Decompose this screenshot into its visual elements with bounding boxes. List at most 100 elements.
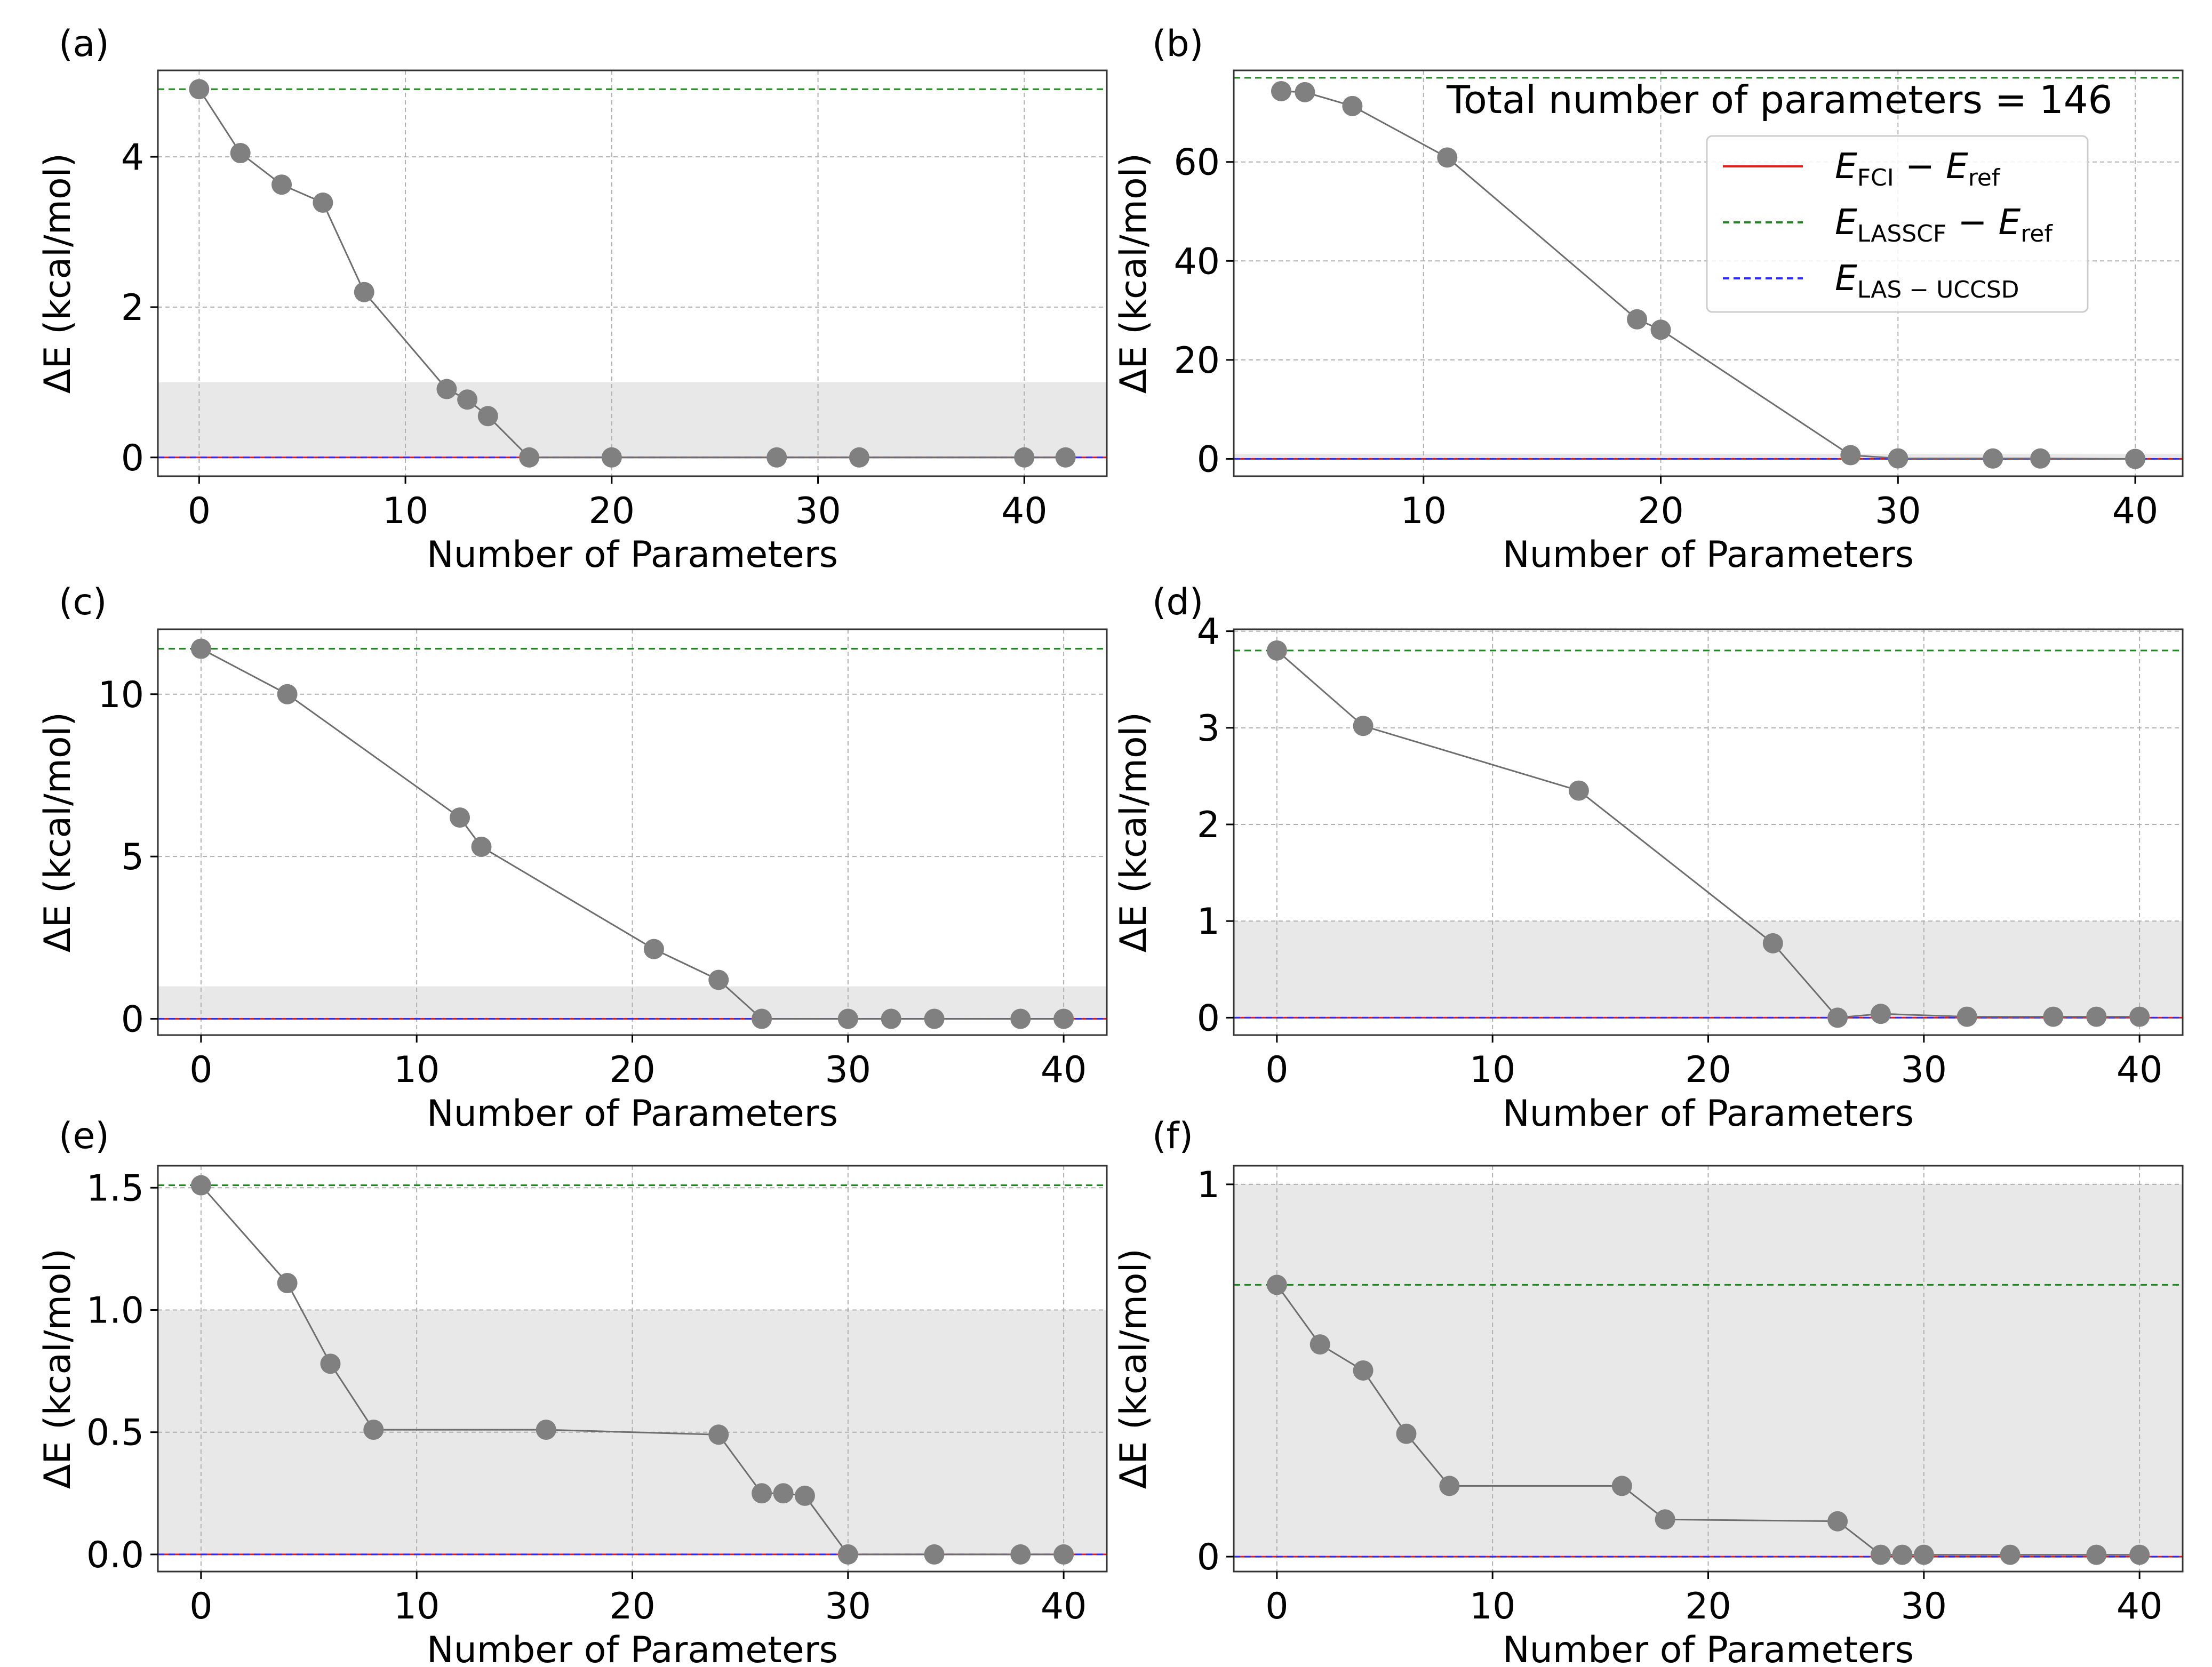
data-point bbox=[1957, 1006, 1977, 1027]
data-point bbox=[1762, 933, 1783, 953]
y-axis-label: ΔE (kcal/mol) bbox=[37, 1248, 79, 1489]
data-point bbox=[1888, 448, 1908, 469]
data-point bbox=[752, 1483, 772, 1504]
x-tick-label: 40 bbox=[1041, 1049, 1087, 1091]
y-tick-label: 1 bbox=[1197, 901, 1220, 943]
y-tick-label: 60 bbox=[1173, 142, 1220, 184]
data-point bbox=[849, 447, 869, 468]
total-parameters-note: Total number of parameters = 146 bbox=[1446, 77, 2112, 122]
data-point bbox=[924, 1544, 945, 1565]
axes-frame bbox=[1233, 69, 2184, 477]
y-axis-label: ΔE (kcal/mol) bbox=[37, 712, 79, 952]
x-tick-label: 10 bbox=[1401, 490, 1447, 532]
data-point bbox=[1342, 95, 1363, 116]
data-point bbox=[1870, 1544, 1891, 1565]
x-tick-label: 10 bbox=[394, 1585, 440, 1628]
data-series-line bbox=[1276, 1284, 2140, 1556]
data-point bbox=[277, 1273, 298, 1294]
y-tick-label: 0 bbox=[1197, 1536, 1220, 1578]
data-point bbox=[601, 447, 622, 468]
data-point bbox=[2129, 1006, 2150, 1027]
y-tick-label: 1 bbox=[1197, 1164, 1220, 1206]
y-tick-label: 4 bbox=[1197, 611, 1220, 653]
data-point bbox=[230, 143, 251, 164]
legend-label: EFCI − Eref bbox=[1835, 146, 2001, 191]
data-point bbox=[1840, 445, 1861, 466]
data-point bbox=[1010, 1008, 1031, 1029]
y-tick-label: 0 bbox=[1197, 997, 1220, 1039]
accuracy-band bbox=[158, 382, 1107, 458]
y-axis-label: ΔE (kcal/mol) bbox=[37, 153, 79, 394]
x-tick-label: 30 bbox=[795, 490, 841, 532]
data-point bbox=[1870, 1004, 1891, 1024]
x-tick-label: 10 bbox=[382, 490, 429, 532]
data-point bbox=[189, 79, 210, 100]
data-point bbox=[271, 174, 292, 195]
data-point bbox=[773, 1483, 794, 1504]
data-point bbox=[1295, 82, 1315, 102]
x-tick-label: 0 bbox=[189, 1049, 212, 1091]
y-tick-label: 1.0 bbox=[86, 1289, 144, 1332]
data-point bbox=[1611, 1476, 1632, 1496]
x-tick-label: 30 bbox=[825, 1049, 872, 1091]
x-tick-label: 0 bbox=[1265, 1585, 1288, 1628]
y-tick-label: 3 bbox=[1197, 708, 1220, 750]
y-tick-label: 0.0 bbox=[86, 1534, 144, 1576]
x-tick-label: 20 bbox=[609, 1049, 656, 1091]
x-axis-label: Number of Parameters bbox=[1503, 534, 1914, 576]
data-point bbox=[1913, 1544, 1934, 1565]
x-tick-label: 40 bbox=[2117, 1585, 2163, 1628]
panel-e: 0 10 20 30 40 0.0 0.5 1.0 1.5 Number of Parameter… bbox=[37, 1115, 1108, 1667]
data-point bbox=[1892, 1544, 1913, 1565]
x-tick-label: 40 bbox=[1041, 1585, 1087, 1628]
panel-label: (f) bbox=[1152, 1115, 1193, 1157]
x-tick-label: 0 bbox=[188, 490, 211, 532]
x-axis-label: Number of Parameters bbox=[427, 1629, 838, 1667]
data-series-line bbox=[201, 648, 1064, 1020]
x-tick-label: 0 bbox=[1265, 1049, 1288, 1091]
data-point bbox=[1396, 1423, 1417, 1444]
data-point bbox=[924, 1008, 945, 1029]
data-point bbox=[457, 389, 478, 410]
data-point bbox=[708, 1424, 729, 1445]
legend: Total number of parameters = 146 EFCI − E… bbox=[1446, 77, 2112, 313]
data-point bbox=[436, 379, 457, 399]
y-tick-label: 1.5 bbox=[86, 1167, 144, 1209]
data-point bbox=[1439, 1476, 1460, 1496]
data-point bbox=[1053, 1008, 1074, 1029]
y-tick-label: 0 bbox=[121, 437, 144, 479]
x-tick-label: 30 bbox=[1901, 1585, 1947, 1628]
x-axis-label: Number of Parameters bbox=[427, 1093, 838, 1135]
x-tick-label: 20 bbox=[1685, 1049, 1731, 1091]
legend-box bbox=[1706, 135, 2089, 313]
x-tick-label: 30 bbox=[1901, 1049, 1947, 1091]
data-point bbox=[1627, 309, 1648, 330]
data-point bbox=[471, 836, 492, 857]
data-point bbox=[1353, 1360, 1373, 1381]
x-axis-label: Number of Parameters bbox=[1503, 1629, 1914, 1667]
data-point bbox=[1014, 447, 1035, 468]
accuracy-band bbox=[1234, 454, 2183, 459]
data-point bbox=[837, 1008, 858, 1029]
x-tick-label: 40 bbox=[1001, 490, 1048, 532]
data-point bbox=[1309, 1334, 1330, 1355]
data-point bbox=[190, 638, 211, 659]
data-point bbox=[1650, 319, 1671, 340]
data-point bbox=[2125, 448, 2146, 469]
data-point bbox=[363, 1420, 384, 1440]
x-tick-label: 20 bbox=[1685, 1585, 1731, 1628]
x-tick-label: 40 bbox=[2112, 490, 2159, 532]
data-point bbox=[766, 447, 787, 468]
y-tick-label: 2 bbox=[1197, 804, 1220, 846]
x-tick-label: 20 bbox=[609, 1585, 656, 1628]
panel-label: (b) bbox=[1152, 23, 1203, 65]
y-tick-label: 0 bbox=[121, 999, 144, 1041]
data-point bbox=[2129, 1544, 2150, 1565]
y-axis-label: ΔE (kcal/mol) bbox=[1113, 153, 1155, 394]
data-point bbox=[1353, 716, 1373, 736]
panel-b: 10 20 30 40 0 20 40 60 Number of Parameters ΔE (k… bbox=[1113, 23, 2184, 576]
data-point bbox=[1055, 447, 1076, 468]
x-tick-label: 30 bbox=[1875, 490, 1921, 532]
panel-label: (c) bbox=[59, 581, 107, 623]
data-point bbox=[2030, 448, 2051, 469]
